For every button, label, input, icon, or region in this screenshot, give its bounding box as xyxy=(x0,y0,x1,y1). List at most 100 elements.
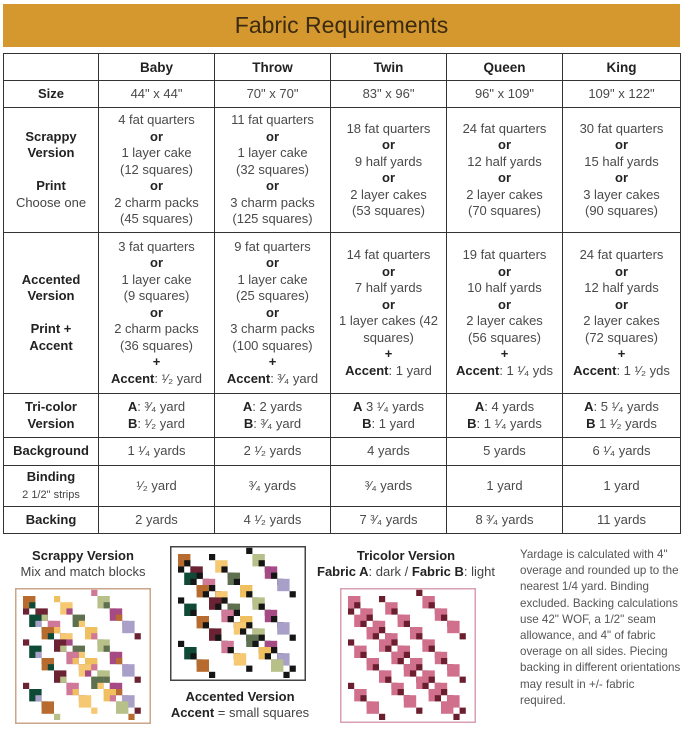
quilt-small-square xyxy=(35,651,42,658)
cell-line: 7 half yards xyxy=(333,280,444,297)
cell-text: A xyxy=(584,399,594,414)
cell-line: ³⁄₄ yards xyxy=(217,478,328,495)
quilt-small-square xyxy=(78,651,85,658)
quilt-block xyxy=(122,620,135,634)
cell-text: or xyxy=(382,296,395,312)
cell-text: : 1 ¹⁄₄ yds xyxy=(499,362,554,378)
quilt-small-square xyxy=(397,658,404,665)
cell-text: 30 fat quarters xyxy=(579,120,664,136)
cell-line: 3 charm packs xyxy=(217,195,328,212)
cell-line: Version xyxy=(6,416,96,433)
quilt-small-square xyxy=(66,639,73,646)
quilt-small-square xyxy=(72,658,79,665)
cell-line: 18 fat quarters xyxy=(333,121,444,138)
cell-line: + xyxy=(449,346,560,363)
cell-line: A 3 ¹⁄₄ yards xyxy=(333,399,444,416)
cell-text: or xyxy=(266,178,279,194)
cell-line: Scrappy xyxy=(6,129,96,146)
cell-text: Choose one xyxy=(15,194,87,210)
quilt-small-square xyxy=(66,608,73,615)
row-header: Tri-color Version xyxy=(3,393,99,438)
table-cell: 6 ¹⁄₄ yards xyxy=(562,437,681,466)
row-header: Scrappy Version Print Choose one xyxy=(3,107,99,233)
cell-text: 2 1/2" strips xyxy=(22,488,80,501)
cell-line: 5 yards xyxy=(449,443,560,460)
cell-text: 1 yard xyxy=(603,477,640,493)
cell-line: (53 squares) xyxy=(333,203,444,220)
quilt-small-square xyxy=(91,633,98,640)
cell-text: or xyxy=(266,128,279,144)
cell-text: 1 ¹⁄₄ yards xyxy=(127,443,186,459)
quilt-small-square xyxy=(258,634,265,641)
cell-text: 3 charm packs xyxy=(230,194,315,210)
quilt-small-square xyxy=(459,676,466,683)
table-cell: 11 fat quarters or 1 layer cake (32 squares… xyxy=(214,107,331,233)
cell-line: (36 squares) xyxy=(101,338,212,355)
cell-line: 2 charm packs xyxy=(101,321,212,338)
cell-text: B xyxy=(127,415,138,431)
quilt-small-square xyxy=(379,596,386,603)
column-header-throw: Throw xyxy=(214,53,331,81)
quilt-small-square xyxy=(60,645,67,652)
quilt-small-square xyxy=(252,640,259,647)
cell-text: : ³⁄₄ yard xyxy=(137,399,186,414)
table-cell: 109" x 122" xyxy=(562,80,681,108)
quilt-small-square xyxy=(403,620,410,627)
table-cell: A: 2 yards B: ³⁄₄ yard xyxy=(214,393,331,438)
quilt-small-square xyxy=(403,651,410,658)
table-cell: 2 ¹⁄₂ yards xyxy=(214,437,331,466)
cell-line: 1 yard xyxy=(565,478,678,495)
quilt-small-square xyxy=(209,671,216,678)
quilt-small-square xyxy=(227,616,234,623)
accented-caption: Accented Version Accent = small squares xyxy=(160,689,320,721)
quilt-small-square xyxy=(428,645,435,652)
cell-line: 24 fat quarters xyxy=(449,121,560,138)
cell-text: : ³⁄₄ yard xyxy=(270,370,319,386)
cell-line: (100 squares) xyxy=(217,338,328,355)
quilt-small-square xyxy=(128,713,135,720)
quilt-small-square xyxy=(116,658,123,665)
cell-text: 4 fat quarters xyxy=(118,112,195,128)
cell-line: 15 half yards xyxy=(565,154,678,171)
quilt-small-square xyxy=(134,707,141,714)
cell-line: (12 squares) xyxy=(101,162,212,179)
table-cell: 18 fat quarters or 9 half yards or 2 layer c… xyxy=(330,107,447,233)
quilt-small-square xyxy=(246,547,253,554)
cell-text: 2 layer cakes xyxy=(466,186,543,202)
quilt-small-square xyxy=(391,639,398,646)
cell-line: Accent: 1 ¹⁄₂ yds xyxy=(565,363,678,380)
cell-line: or xyxy=(217,255,328,272)
quilt-small-square xyxy=(54,627,61,634)
scrappy-title: Scrappy Version xyxy=(32,548,134,563)
scrappy-quilt-image xyxy=(15,588,151,724)
cell-text: Scrappy xyxy=(25,128,77,144)
quilt-block xyxy=(441,701,454,714)
cell-text: 15 half yards xyxy=(584,153,659,169)
table-row: Tri-color Version A: ³⁄₄ yard B: ¹⁄₂ yard A:… xyxy=(3,393,681,438)
cell-text: B xyxy=(467,415,477,431)
cell-text: B xyxy=(243,415,254,431)
cell-text: 24 fat quarters xyxy=(462,120,547,136)
table-cell: 70" x 70" xyxy=(214,80,331,108)
row-header: Size xyxy=(3,80,99,108)
cell-text: Accent xyxy=(226,370,271,386)
cell-line: 4 ¹⁄₂ yards xyxy=(217,512,328,529)
cell-line: Choose one xyxy=(6,195,96,212)
row-header: Background xyxy=(3,437,99,466)
quilt-small-square xyxy=(202,622,209,629)
quilt-small-square xyxy=(434,695,441,702)
quilt-small-square xyxy=(385,676,392,683)
quilt-small-square xyxy=(23,639,30,646)
cell-text: or xyxy=(382,263,395,279)
quilt-small-square xyxy=(233,578,240,585)
cell-text: or xyxy=(266,255,279,271)
cell-text: 1 ¹⁄₂ yards xyxy=(595,415,657,431)
cell-line: 1 layer cakes (42 xyxy=(333,313,444,330)
table-row: Scrappy Version Print Choose one 4 fat quar… xyxy=(3,107,681,233)
cell-text: Accent xyxy=(573,362,617,378)
cell-text: squares) xyxy=(363,329,414,345)
table-cell: A: ³⁄₄ yard B: ¹⁄₂ yard xyxy=(98,393,215,438)
quilt-small-square xyxy=(360,651,367,658)
cell-line: or xyxy=(449,297,560,314)
cell-line: or xyxy=(217,305,328,322)
